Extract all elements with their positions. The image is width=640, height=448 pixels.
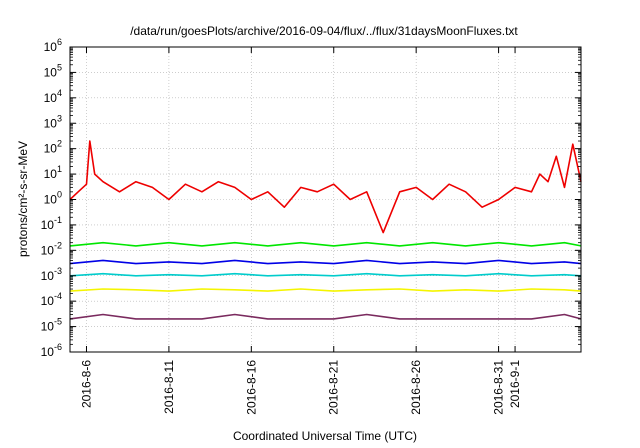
series-line xyxy=(69,288,582,292)
x-tick-label: 2016-9-1 xyxy=(508,360,522,408)
y-tick-label: 10-1 xyxy=(41,215,62,232)
y-tick-label: 100 xyxy=(44,190,62,207)
y-axis-label: protons/cm²-s-sr-MeV xyxy=(16,141,30,257)
x-tick-label: 2016-8-26 xyxy=(409,360,423,415)
x-tick-label: 2016-8-16 xyxy=(244,360,258,415)
x-tick-label: 2016-8-11 xyxy=(162,360,176,414)
x-axis-label: Coordinated Universal Time (UTC) xyxy=(233,429,417,443)
y-tick-label: 10-4 xyxy=(41,291,62,308)
chart-title: /data/run/goesPlots/archive/2016-09-04/f… xyxy=(130,24,518,38)
y-tick-label: 10-3 xyxy=(41,266,62,283)
y-tick-label: 10-5 xyxy=(41,317,62,334)
y-tick-label: 101 xyxy=(44,164,62,181)
x-axis-ticks: 2016-8-6 2016-8-11 2016-8-16 2016-8-21 2016-… xyxy=(79,47,522,415)
series-line xyxy=(69,241,582,247)
data-series-group xyxy=(69,140,582,320)
series-line xyxy=(69,259,582,265)
series-line xyxy=(69,272,582,277)
y-tick-label: 10-6 xyxy=(41,342,62,359)
y-tick-label: 102 xyxy=(44,139,62,156)
y-tick-label: 105 xyxy=(44,62,62,79)
series-line xyxy=(69,140,582,234)
x-tick-label: 2016-8-6 xyxy=(79,360,93,408)
x-tick-label: 2016-8-21 xyxy=(327,360,341,415)
y-tick-label: 104 xyxy=(44,88,62,105)
grid xyxy=(70,47,581,352)
x-tick-label: 2016-8-31 xyxy=(492,360,506,415)
y-tick-label: 106 xyxy=(44,37,62,54)
series-line xyxy=(69,313,582,320)
y-tick-label: 103 xyxy=(44,113,62,130)
y-tick-label: 10-2 xyxy=(41,240,62,257)
